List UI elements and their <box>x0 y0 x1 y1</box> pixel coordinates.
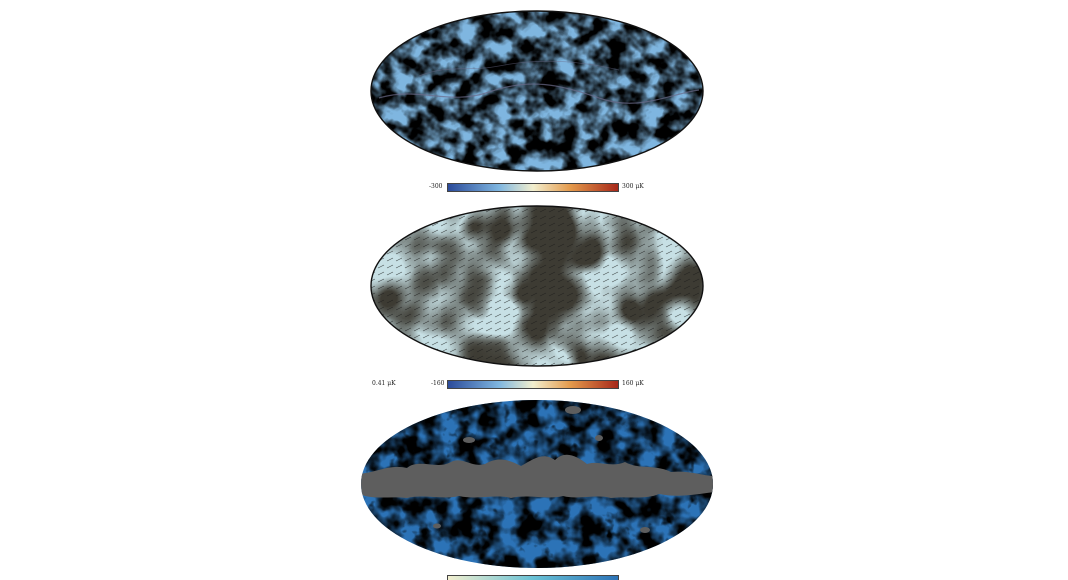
polarization-map <box>370 205 704 367</box>
temperature-colorbar-max-label: 300 μK <box>622 183 644 190</box>
polarization-colorbar-gradient <box>447 380 619 389</box>
temperature-colorbar-min-label: -300 <box>429 183 443 190</box>
polarization-scale-label: 0.41 μK <box>372 380 396 387</box>
temperature-colorbar-gradient <box>447 183 619 192</box>
polarization-colorbar-max-label: 160 μK <box>622 380 644 387</box>
lensing-colorbar-gradient <box>447 575 619 580</box>
lensing-map <box>361 400 713 568</box>
polarization-colorbar-min-label: -160 <box>431 380 445 387</box>
temperature-map <box>370 10 704 172</box>
